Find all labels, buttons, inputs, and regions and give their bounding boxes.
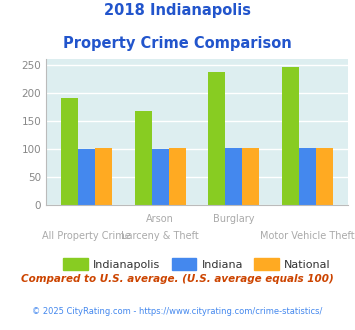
Bar [152, 149, 169, 205]
Bar [78, 149, 95, 205]
Text: All Property Crime: All Property Crime [42, 231, 131, 241]
Bar [169, 148, 186, 205]
Bar [282, 67, 299, 205]
Text: Burglary: Burglary [213, 214, 255, 224]
Text: Property Crime Comparison: Property Crime Comparison [63, 36, 292, 51]
Text: Compared to U.S. average. (U.S. average equals 100): Compared to U.S. average. (U.S. average … [21, 274, 334, 284]
Text: © 2025 CityRating.com - https://www.cityrating.com/crime-statistics/: © 2025 CityRating.com - https://www.city… [32, 307, 323, 316]
Bar [299, 148, 316, 205]
Legend: Indianapolis, Indiana, National: Indianapolis, Indiana, National [59, 254, 335, 274]
Bar [316, 148, 333, 205]
Bar [95, 148, 112, 205]
Bar [61, 98, 78, 205]
Text: 2018 Indianapolis: 2018 Indianapolis [104, 3, 251, 18]
Bar [208, 72, 225, 205]
Text: Arson: Arson [146, 214, 174, 224]
Text: Motor Vehicle Theft: Motor Vehicle Theft [260, 231, 355, 241]
Bar [242, 148, 259, 205]
Bar [135, 111, 152, 205]
Bar [225, 148, 242, 205]
Text: Larceny & Theft: Larceny & Theft [121, 231, 199, 241]
